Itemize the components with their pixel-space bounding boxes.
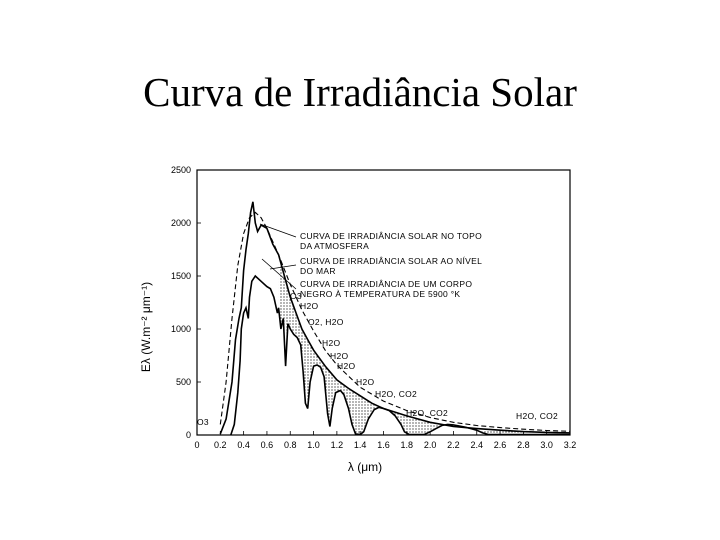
x-axis-label: λ (μm)	[348, 460, 382, 474]
absorber-h2o-label-4: H2O	[337, 361, 355, 371]
irradiance-chart: 0 0.2 0.4 0.6 0.8 1.0 1.2 1.4 1.6 1.8 2.0 2.2 2.4 2.6…	[139, 165, 577, 474]
x-tick-label: 0.2	[214, 440, 227, 450]
y-tick-label: 1000	[171, 324, 191, 334]
absorber-h2o-label-3: H2O	[330, 351, 348, 361]
legend-black-line2: NEGRO À TEMPERATURA DE 5900 °K	[300, 289, 460, 299]
top-of-atmosphere-curve	[219, 201, 571, 435]
x-tick-label: 2.4	[470, 440, 483, 450]
absorber-o3-label: O3	[290, 291, 302, 301]
absorber-o3-uv-label: O3	[197, 417, 209, 427]
x-tick-label: 0.6	[261, 440, 274, 450]
absorber-h2o-label-1: H2O	[300, 301, 318, 311]
leader-sea	[269, 264, 297, 270]
y-tick-label: 2000	[171, 218, 191, 228]
absorber-h2o-label-5: H2O	[356, 377, 374, 387]
absorber-h2o-co2-label-3: H2O, CO2	[516, 411, 558, 421]
x-tick-label: 0.4	[237, 440, 250, 450]
x-tick-label: 1.8	[401, 440, 414, 450]
x-tick-label: 2.0	[424, 440, 437, 450]
blackbody-curve	[219, 211, 571, 432]
y-tick-label: 2500	[171, 165, 191, 175]
y-tick-label: 500	[176, 377, 191, 387]
leader-top	[259, 223, 297, 238]
y-axis: 0 500 1000 1500 2000 2500	[171, 165, 201, 440]
x-tick-label: 2.6	[494, 440, 507, 450]
legend-sea-line2: DO MAR	[300, 266, 336, 276]
y-tick-label: 0	[186, 430, 191, 440]
x-tick-label: 3.0	[540, 440, 553, 450]
sea-level-curve	[230, 274, 570, 436]
slide-title: Curva de Irradiância Solar	[143, 69, 577, 115]
y-tick-label: 1500	[171, 271, 191, 281]
legend-top-line1: CURVA DE IRRADIÂNCIA SOLAR NO TOPO	[300, 231, 482, 241]
absorber-h2o-co2-label-2: H2O, CO2	[406, 408, 448, 418]
x-tick-label: 2.8	[517, 440, 530, 450]
leader-black	[261, 258, 297, 290]
x-tick-label: 1.6	[377, 440, 390, 450]
x-tick-label: 0.8	[284, 440, 297, 450]
x-tick-label: 1.2	[331, 440, 344, 450]
legend-top-line2: DA ATMOSFERA	[300, 241, 369, 251]
x-tick-label: 1.0	[307, 440, 320, 450]
x-tick-label: 3.2	[564, 440, 577, 450]
legend-black-line1: CURVA DE IRRADIÂNCIA DE UM CORPO	[300, 279, 472, 289]
x-tick-label: 2.2	[447, 440, 460, 450]
legend-sea-line1: CURVA DE IRRADIÂNCIA SOLAR AO NÍVEL	[300, 256, 482, 266]
absorber-h2o-label-2: H2O	[322, 338, 340, 348]
absorber-o2-h2o-label: O2, H2O	[308, 317, 344, 327]
x-tick-label: 1.4	[354, 440, 367, 450]
y-axis-label: Eλ (W.m⁻² μm⁻¹)	[139, 282, 153, 372]
absorber-h2o-co2-label-1: H2O, CO2	[375, 389, 417, 399]
x-tick-label: 0	[194, 440, 199, 450]
